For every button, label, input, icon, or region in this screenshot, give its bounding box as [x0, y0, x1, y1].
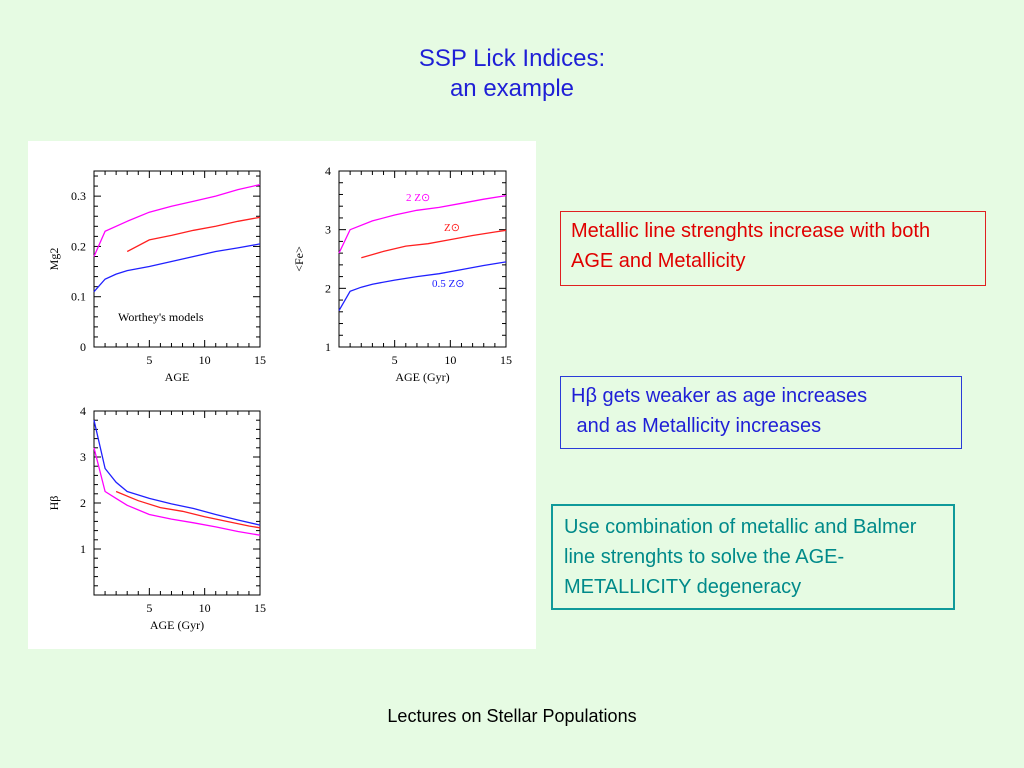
mg2-y-axis-label: Mg2 — [47, 248, 61, 271]
mg2-y-tick-label: 0.1 — [71, 290, 86, 304]
metallic-note: Metallic line strenghts increase with bo… — [560, 211, 986, 286]
hbeta-plot-frame — [93, 410, 261, 596]
mg2-x-axis-label: AGE — [165, 370, 190, 384]
mg2-y-tick-label: 0.2 — [71, 239, 86, 253]
footer: Lectures on Stellar Populations — [387, 706, 637, 726]
fe-x-tick-label: 15 — [500, 353, 512, 367]
mg2-y-tick-label: 0 — [80, 340, 86, 354]
hbeta-x-tick-label: 10 — [199, 601, 211, 615]
slide-title-line1: SSP Lick Indices: — [418, 45, 606, 72]
mg2-series-line-3 — [93, 243, 261, 293]
fe-series-line-1 — [338, 194, 507, 254]
mg2-x-tick-label: 5 — [146, 353, 152, 367]
fe-series-line-2 — [361, 229, 507, 259]
mg2-series-line-2 — [126, 216, 261, 253]
hbeta-y-tick-label: 1 — [80, 542, 86, 556]
combination-note: Use combination of metallic and Balmer l… — [551, 504, 955, 610]
hbeta-x-axis-label: AGE (Gyr) — [150, 618, 204, 632]
fe-x-axis-label: AGE (Gyr) — [395, 370, 449, 384]
mg2-x-tick-label: 10 — [199, 353, 211, 367]
hbeta-series-line-1 — [93, 420, 261, 526]
hbeta-y-axis-label: Hβ — [47, 496, 61, 511]
slide-title-line2: an example — [449, 75, 575, 102]
fe-y-tick-label: 1 — [325, 340, 331, 354]
worthey-models-figure: 5 10 15 0 0.1 0.2 0.3 AGE Mg2 Worthey's models 5 10… — [28, 141, 536, 649]
fe-series-label-2: Z⊙ — [444, 222, 460, 234]
fe-series-line-3 — [338, 261, 507, 311]
hbeta-x-tick-label: 5 — [146, 601, 152, 615]
hbeta-y-tick-label: 2 — [80, 496, 86, 510]
mg2-annotation: Worthey's models — [118, 310, 204, 324]
hbeta-y-tick-label: 3 — [80, 450, 86, 464]
mg2-series-line-1 — [93, 183, 261, 257]
hbeta-series-line-2 — [115, 490, 261, 529]
fe-y-tick-label: 4 — [325, 164, 331, 178]
hbeta-series-line-3 — [93, 447, 261, 536]
fe-y-tick-label: 2 — [325, 281, 331, 295]
slide-title: SSP Lick Indices: an example — [0, 44, 1024, 104]
hbeta-note: Hβ gets weaker as age increases and as M… — [560, 376, 962, 449]
mg2-y-tick-label: 0.3 — [71, 189, 86, 203]
hbeta-x-tick-label: 15 — [254, 601, 266, 615]
fe-y-tick-label: 3 — [325, 223, 331, 237]
fe-series-label-3: 0.5 Z⊙ — [432, 278, 464, 290]
mg2-plot-frame — [93, 170, 261, 348]
fe-x-tick-label: 5 — [392, 353, 398, 367]
fe-series-label-1: 2 Z⊙ — [406, 192, 430, 204]
fe-x-tick-label: 10 — [444, 353, 456, 367]
fe-plot-frame — [338, 170, 507, 348]
mg2-x-tick-label: 15 — [254, 353, 266, 367]
hbeta-y-tick-label: 4 — [80, 404, 86, 418]
fe-y-axis-label: <Fe> — [292, 246, 306, 272]
